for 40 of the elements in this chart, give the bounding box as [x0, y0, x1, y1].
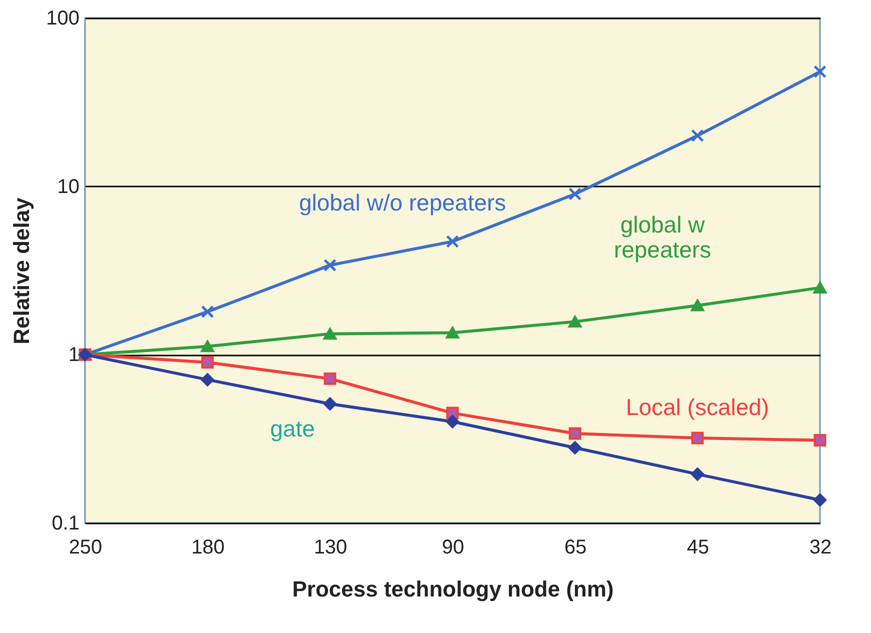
point — [691, 468, 704, 481]
y-tick-label: 0.1 — [52, 512, 80, 534]
point — [201, 356, 214, 369]
y-tick-label: 10 — [57, 176, 80, 198]
point — [568, 316, 582, 328]
x-axis-title: Process technology node (nm) — [292, 576, 614, 602]
series-label: global w repeaters — [614, 211, 712, 262]
x-tick-label: 32 — [809, 536, 832, 558]
point — [201, 305, 214, 318]
point — [324, 328, 336, 340]
point — [324, 372, 336, 385]
y-tick-label: 1 — [68, 344, 80, 366]
x-tick-label: 90 — [442, 536, 464, 558]
point — [691, 300, 704, 312]
point — [814, 434, 826, 447]
x-tick-label: 180 — [191, 536, 225, 558]
point — [691, 432, 704, 444]
point — [814, 493, 826, 506]
y-axis-title: Relative delay — [9, 196, 34, 344]
x-tick-label: 130 — [314, 536, 348, 558]
point — [568, 188, 582, 201]
point — [201, 340, 214, 352]
point — [324, 397, 336, 410]
point — [568, 441, 582, 454]
point — [814, 282, 826, 294]
point — [446, 415, 459, 428]
point — [691, 129, 704, 142]
series-label: Local (scaled) — [626, 394, 770, 420]
y-tick-label: 100 — [46, 8, 80, 30]
x-tick-label: 65 — [564, 536, 587, 558]
point — [814, 65, 826, 78]
point — [568, 427, 582, 440]
x-tick-label: 250 — [68, 536, 102, 558]
series-label: global w/o repeaters — [298, 190, 506, 216]
point — [446, 235, 459, 248]
series-label: gate — [270, 416, 315, 442]
point — [446, 326, 459, 339]
point — [324, 258, 336, 272]
point — [201, 373, 214, 386]
x-tick-label: 45 — [686, 536, 710, 558]
